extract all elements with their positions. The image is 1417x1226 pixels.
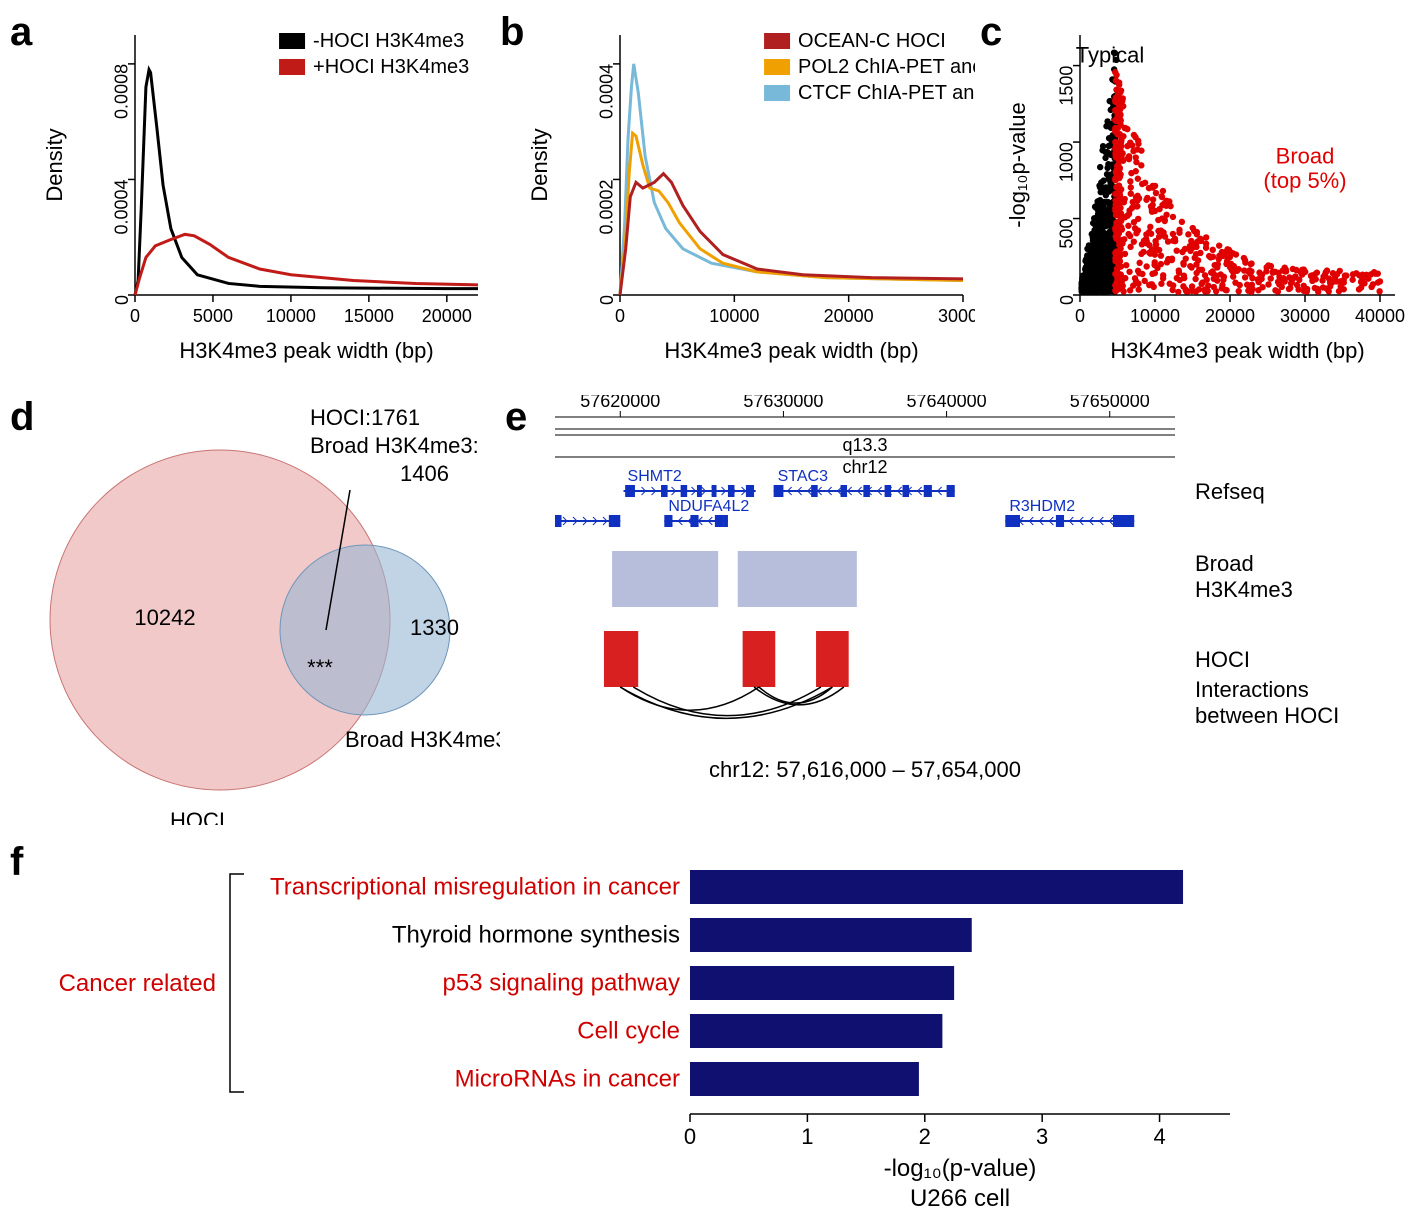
svg-text:chr12: chr12 — [842, 457, 887, 477]
svg-text:***: *** — [307, 655, 333, 680]
svg-text:10242: 10242 — [134, 605, 195, 630]
svg-text:p53 signaling pathway: p53 signaling pathway — [442, 969, 680, 996]
svg-text:Typical: Typical — [1076, 43, 1144, 68]
svg-text:1406: 1406 — [400, 461, 449, 486]
svg-text:Broad: Broad — [1195, 551, 1254, 576]
svg-text:0.0008: 0.0008 — [112, 64, 132, 119]
panel-c-scatter: 0 10000 20000 30000 40000 0 500 1000 1500 H3K4me3… — [1005, 20, 1405, 370]
svg-text:SHMT2: SHMT2 — [628, 468, 682, 485]
panel-label-b: b — [500, 10, 524, 55]
svg-text:0: 0 — [615, 306, 625, 326]
svg-text:CTCF ChIA-PET anchor: CTCF ChIA-PET anchor — [798, 82, 975, 104]
svg-text:MicroRNAs in cancer: MicroRNAs in cancer — [455, 1065, 680, 1092]
svg-text:1330: 1330 — [410, 615, 459, 640]
svg-text:-HOCI H3K4me3: -HOCI H3K4me3 — [313, 30, 464, 52]
svg-text:0: 0 — [684, 1124, 696, 1149]
svg-text:chr12: 57,616,000 – 57,654,000: chr12: 57,616,000 – 57,654,000 — [709, 757, 1021, 782]
panel-label-c: c — [980, 10, 1002, 55]
svg-text:HOCI: HOCI — [1195, 647, 1250, 672]
svg-text:Thyroid hormone synthesis: Thyroid hormone synthesis — [392, 921, 680, 948]
svg-text:NDUFA4L2: NDUFA4L2 — [668, 498, 749, 515]
svg-text:500: 500 — [1057, 219, 1077, 249]
panel-d-venn: 10242 1330 *** HOCI:1761 Broad H3K4me3: 1406 H… — [20, 395, 500, 825]
svg-text:Cancer related: Cancer related — [59, 970, 216, 997]
svg-text:U266 cell: U266 cell — [910, 1185, 1010, 1212]
svg-text:3: 3 — [1036, 1124, 1048, 1149]
svg-text:H3K4me3 peak width (bp): H3K4me3 peak width (bp) — [664, 338, 918, 363]
svg-text:1000: 1000 — [1057, 142, 1077, 182]
svg-text:2: 2 — [919, 1124, 931, 1149]
svg-text:Broad H3K4me3:: Broad H3K4me3: — [310, 433, 479, 458]
svg-text:10000: 10000 — [1130, 306, 1180, 326]
svg-text:(top 5%): (top 5%) — [1263, 168, 1346, 193]
svg-text:0: 0 — [1075, 306, 1085, 326]
svg-text:q13.3: q13.3 — [842, 435, 887, 455]
svg-text:H3K4me3: H3K4me3 — [1195, 577, 1293, 602]
svg-text:Transcriptional misregulation: Transcriptional misregulation in cancer — [270, 873, 680, 900]
figure-root: a b c d e f 0500010000150002000000.00040… — [0, 0, 1417, 1226]
svg-text:0: 0 — [1057, 295, 1077, 305]
svg-text:OCEAN-C HOCI: OCEAN-C HOCI — [798, 30, 946, 52]
svg-text:0.0002: 0.0002 — [597, 179, 617, 234]
svg-text:30000: 30000 — [1280, 306, 1330, 326]
svg-text:HOCI:1761: HOCI:1761 — [310, 405, 420, 430]
svg-text:H3K4me3 peak width (bp): H3K4me3 peak width (bp) — [1110, 338, 1364, 363]
svg-text:Refseq: Refseq — [1195, 479, 1265, 504]
svg-text:0: 0 — [130, 306, 140, 326]
svg-text:-log₁₀(p-value): -log₁₀(p-value) — [884, 1155, 1037, 1182]
svg-text:20000: 20000 — [422, 306, 472, 326]
svg-text:20000: 20000 — [1205, 306, 1255, 326]
svg-text:Density: Density — [42, 128, 67, 201]
svg-text:40000: 40000 — [1355, 306, 1405, 326]
svg-text:57650000: 57650000 — [1070, 395, 1150, 411]
svg-text:1500: 1500 — [1057, 66, 1077, 106]
svg-text:0: 0 — [112, 295, 132, 305]
svg-text:15000: 15000 — [344, 306, 394, 326]
svg-text:-log₁₀p-value: -log₁₀p-value — [1005, 102, 1030, 227]
svg-text:30000: 30000 — [938, 306, 975, 326]
svg-text:10000: 10000 — [709, 306, 759, 326]
svg-text:5000: 5000 — [193, 306, 233, 326]
svg-text:between HOCI: between HOCI — [1195, 703, 1339, 728]
svg-text:Broad H3K4me3: Broad H3K4me3 — [345, 727, 500, 752]
svg-text:10000: 10000 — [266, 306, 316, 326]
svg-text:HOCI: HOCI — [170, 808, 225, 825]
panel-a-density: 0 5000 10000 15000 20000 0 0.0004 0.0008 H3K4me3… — [40, 20, 490, 370]
svg-text:4: 4 — [1153, 1124, 1165, 1149]
svg-text:57620000: 57620000 — [580, 395, 660, 411]
svg-text:1: 1 — [801, 1124, 813, 1149]
svg-text:57630000: 57630000 — [743, 395, 823, 411]
panel-f-bars: Transcriptional misregulation in cancer T… — [20, 850, 1400, 1220]
svg-text:0.0004: 0.0004 — [597, 64, 617, 119]
svg-text:R3HDM2: R3HDM2 — [1009, 498, 1075, 515]
svg-text:Interactions: Interactions — [1195, 677, 1309, 702]
svg-text:20000: 20000 — [824, 306, 874, 326]
svg-text:H3K4me3 peak width (bp): H3K4me3 peak width (bp) — [179, 338, 433, 363]
panel-e-genome: 57620000576300005764000057650000q13.3chr… — [515, 395, 1405, 825]
svg-text:Broad: Broad — [1276, 143, 1335, 168]
svg-text:57640000: 57640000 — [907, 395, 987, 411]
svg-text:POL2 ChIA-PET anchor: POL2 ChIA-PET anchor — [798, 56, 975, 78]
svg-text:Cell cycle: Cell cycle — [577, 1017, 680, 1044]
svg-text:0: 0 — [597, 295, 617, 305]
svg-text:STAC3: STAC3 — [778, 468, 828, 485]
panel-label-a: a — [10, 10, 32, 55]
panel-b-density: 0 10000 20000 30000 0 0.0002 0.0004 H3K4me3 pea… — [525, 20, 975, 370]
svg-text:+HOCI H3K4me3: +HOCI H3K4me3 — [313, 56, 469, 78]
svg-text:0.0004: 0.0004 — [112, 179, 132, 234]
svg-text:Density: Density — [527, 128, 552, 201]
